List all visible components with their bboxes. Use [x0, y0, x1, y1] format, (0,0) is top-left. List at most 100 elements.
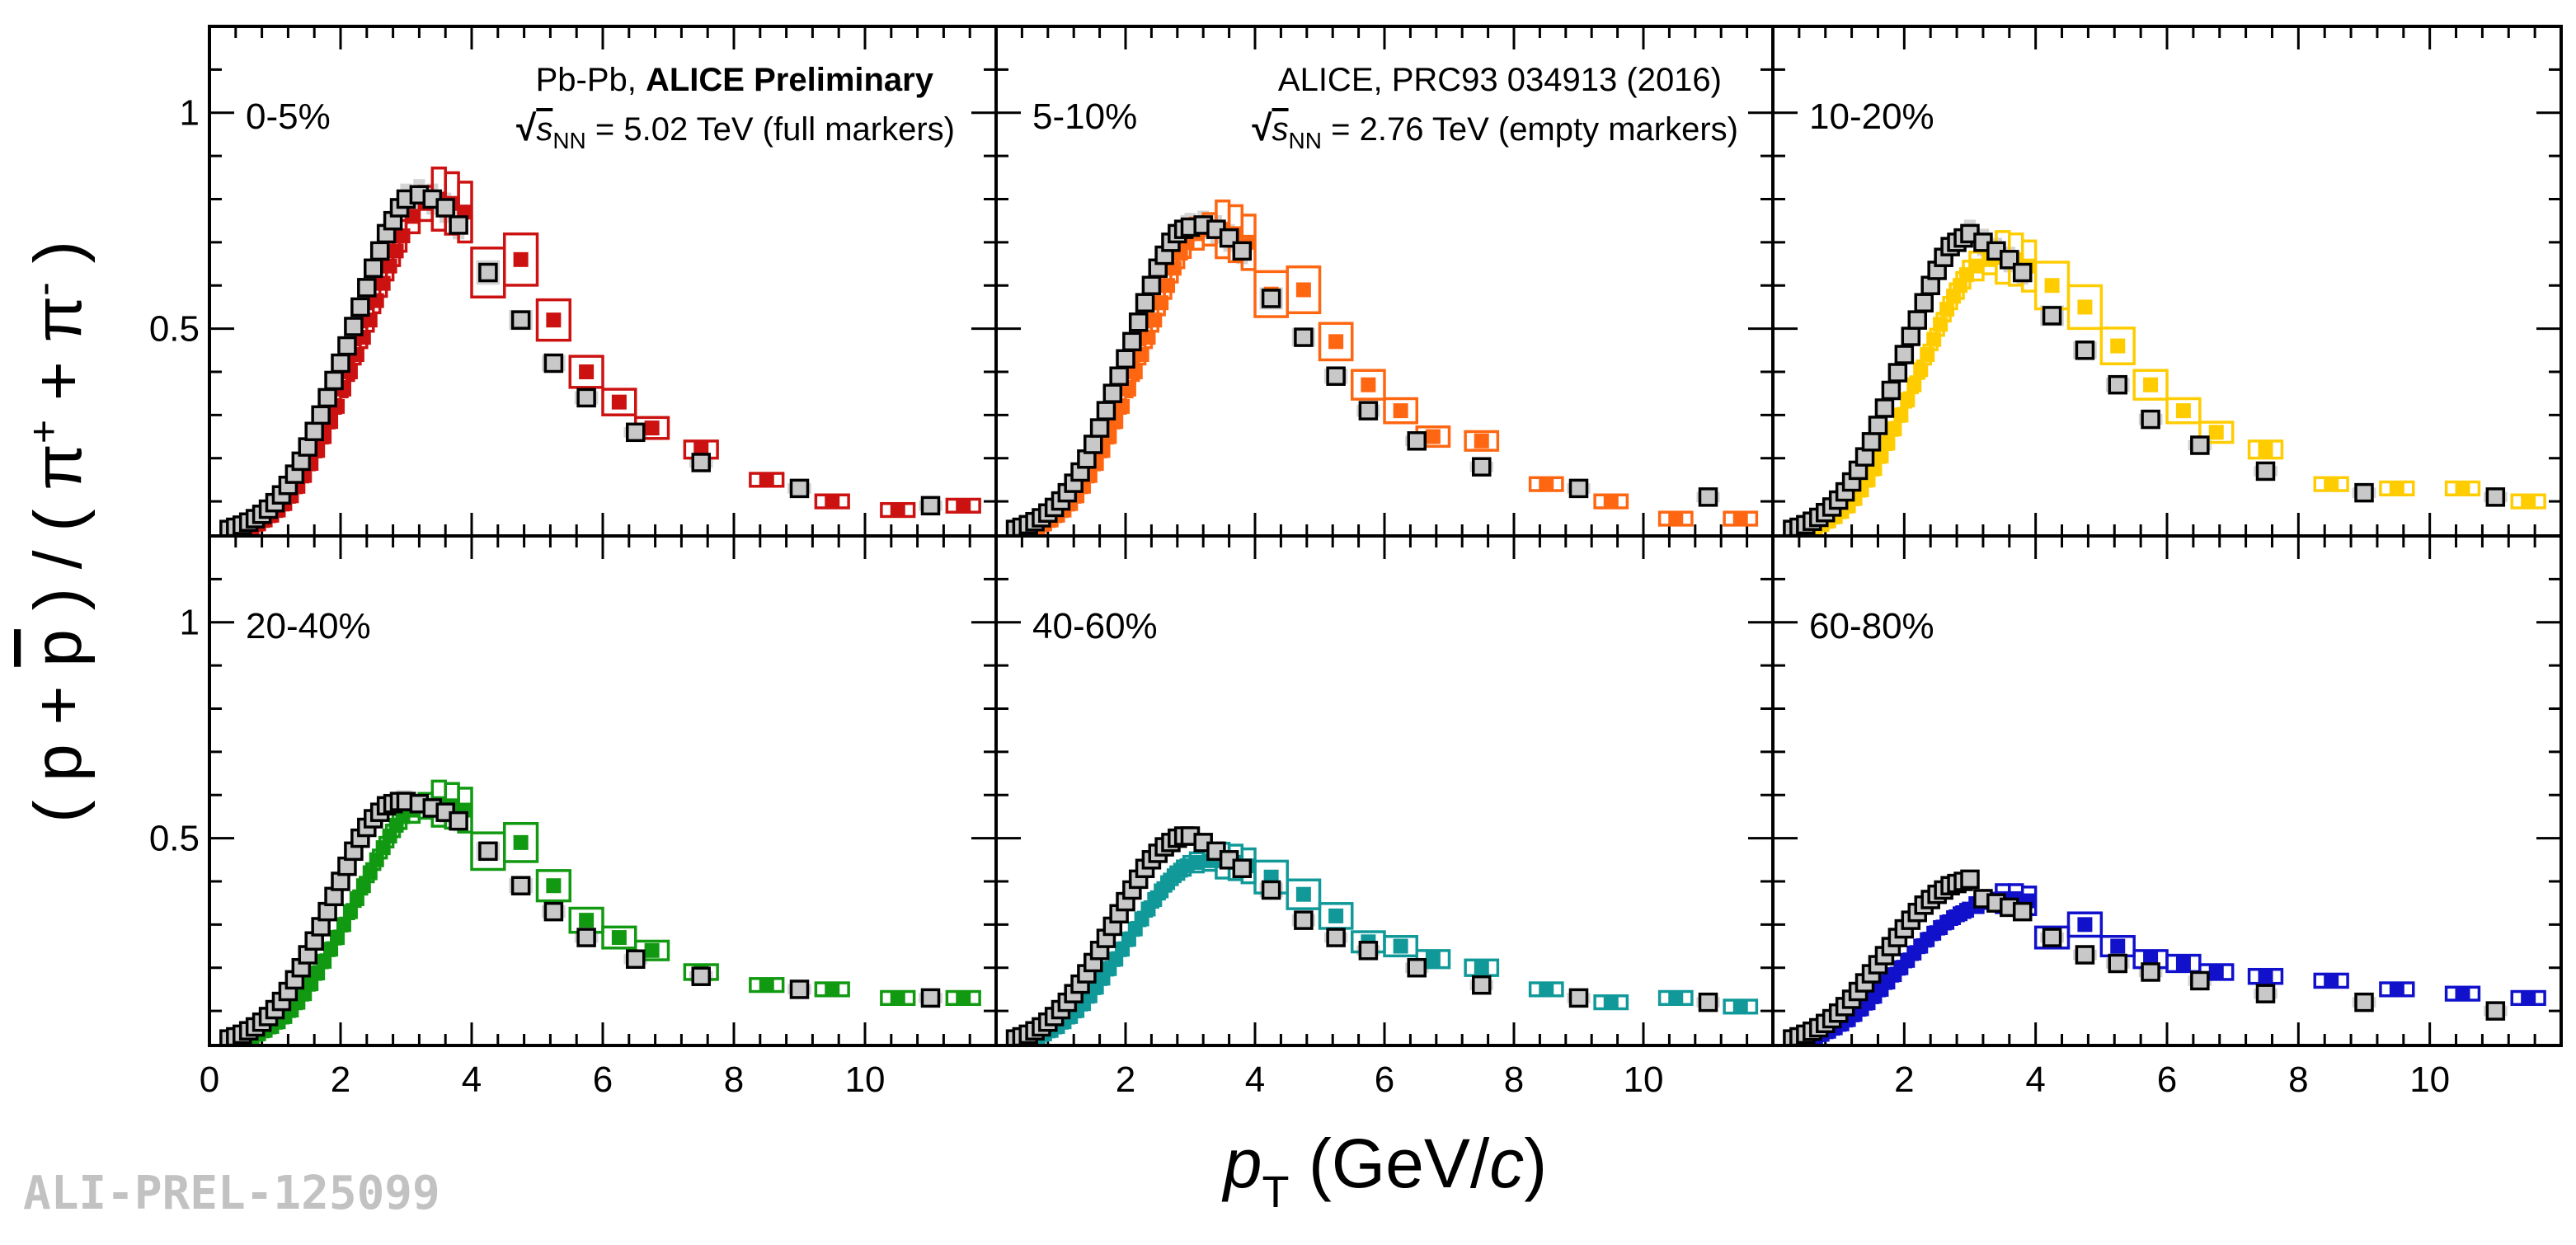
- main-marker: [611, 394, 627, 410]
- reference-marker: [2354, 482, 2374, 503]
- reference-marker: [1116, 349, 1135, 369]
- main-marker: [1154, 295, 1169, 311]
- reference-marker: [2075, 945, 2095, 965]
- reference-marker: [2075, 341, 2095, 360]
- reference-marker: [626, 949, 646, 970]
- reference-marker: [576, 388, 596, 408]
- main-marker: [369, 852, 384, 867]
- panel-60-80%: 2 4 6 8 10 60-80%: [1771, 534, 2563, 1100]
- main-marker: [1732, 511, 1748, 527]
- main-marker: [2455, 481, 2470, 496]
- reference-marker: [435, 198, 455, 218]
- main-marker: [1425, 951, 1441, 967]
- reference-marker: [1914, 293, 1934, 312]
- reference-marker: [626, 422, 646, 443]
- reference-marker: [337, 336, 357, 356]
- reference-marker: [1122, 331, 1142, 352]
- reference-marker: [2012, 262, 2033, 283]
- reference-marker: [350, 297, 370, 317]
- reference-marker: [1901, 327, 1921, 346]
- main-marker: [1393, 403, 1408, 419]
- main-marker: [956, 990, 971, 1006]
- panel-0-5%: 0.5 1 0-5%: [149, 25, 998, 538]
- main-marker: [1668, 511, 1684, 527]
- reference-marker: [1358, 941, 1379, 961]
- reference-marker: [357, 278, 377, 298]
- main-marker: [2455, 986, 2470, 1002]
- reference-marker: [1907, 310, 1928, 330]
- main-marker: [388, 243, 404, 259]
- reference-marker: [2190, 435, 2210, 455]
- main-marker: [1880, 435, 1896, 451]
- y-tick-label: 0.5: [149, 309, 200, 350]
- main-marker: [2077, 917, 2093, 933]
- x-tick-label: 8: [2288, 1059, 2308, 1100]
- data-layer: [1005, 199, 1759, 534]
- reference-marker: [2255, 984, 2276, 1003]
- panel-5-10%: 5-10%: [994, 25, 1775, 538]
- centrality-label: 20-40%: [246, 606, 371, 646]
- reference-marker: [1232, 241, 1253, 261]
- reference-marker: [510, 876, 531, 895]
- legend-left-prefix: Pb-Pb,: [536, 62, 646, 98]
- reference-marker: [1232, 858, 1253, 879]
- reference-marker: [324, 370, 344, 391]
- main-syst-box: [2247, 439, 2284, 460]
- y-tick-label: 0.5: [149, 819, 200, 859]
- x-tick-label: 8: [724, 1059, 744, 1100]
- reference-marker: [2485, 487, 2506, 507]
- main-marker: [2208, 964, 2224, 980]
- main-syst-box: [1464, 430, 1500, 452]
- svg-text:Pb-Pb, ALICE Preliminary: Pb-Pb, ALICE Preliminary: [536, 62, 934, 98]
- centrality-label: 60-80%: [1809, 606, 1934, 646]
- main-syst-box: [601, 388, 637, 416]
- legend-right: ALICE, PRC93 034913 (2016) √sNN = 2.76 T…: [1252, 62, 1738, 153]
- main-syst-box: [535, 869, 571, 903]
- reference-marker: [1261, 289, 1281, 308]
- x-tick-label: 2: [1894, 1059, 1914, 1100]
- main-marker: [362, 865, 378, 881]
- reference-marker: [1894, 345, 1915, 364]
- main-marker: [759, 472, 774, 487]
- main-marker: [1393, 938, 1408, 954]
- main-marker: [1968, 258, 1984, 274]
- main-marker: [2208, 425, 2224, 440]
- reference-marker: [2042, 928, 2062, 947]
- main-marker: [349, 890, 364, 906]
- reference-marker: [1261, 880, 1281, 900]
- reference-marker: [576, 928, 596, 947]
- main-marker: [956, 498, 971, 514]
- panel-40-60%: 2 4 6 8 10 40-60%: [994, 534, 1775, 1100]
- y-axis-title: ( p + p ) / ( π+ + π- ): [21, 241, 96, 823]
- reference-marker: [1135, 293, 1155, 312]
- centrality-label: 40-60%: [1032, 606, 1158, 646]
- main-marker: [1160, 278, 1176, 294]
- main-marker: [1920, 347, 1935, 363]
- main-syst-box: [1286, 878, 1322, 910]
- reference-marker: [1407, 957, 1427, 978]
- main-marker: [1603, 994, 1619, 1010]
- reference-marker: [1358, 401, 1379, 420]
- reference-marker: [2108, 953, 2127, 974]
- reference-marker: [1887, 363, 1908, 383]
- main-marker: [513, 251, 529, 267]
- main-marker: [2077, 299, 2093, 315]
- main-marker: [375, 840, 391, 856]
- reference-marker: [1874, 398, 1895, 418]
- main-syst-box: [1383, 397, 1418, 425]
- main-syst-box: [503, 232, 539, 287]
- reference-marker: [2255, 461, 2276, 482]
- reference-marker: [2141, 962, 2160, 982]
- main-marker: [890, 990, 905, 1006]
- centrality-label: 0-5%: [246, 96, 331, 137]
- reference-marker: [1861, 432, 1882, 452]
- x-tick-label: 4: [2025, 1059, 2045, 1100]
- svg-text:√sNN = 2.76 TeV (empty markers: √sNN = 2.76 TeV (empty markers): [1252, 108, 1738, 153]
- main-marker: [1873, 449, 1889, 464]
- reference-marker: [789, 478, 810, 499]
- reference-marker: [1294, 327, 1314, 347]
- main-marker: [546, 878, 562, 894]
- main-marker: [1474, 433, 1489, 449]
